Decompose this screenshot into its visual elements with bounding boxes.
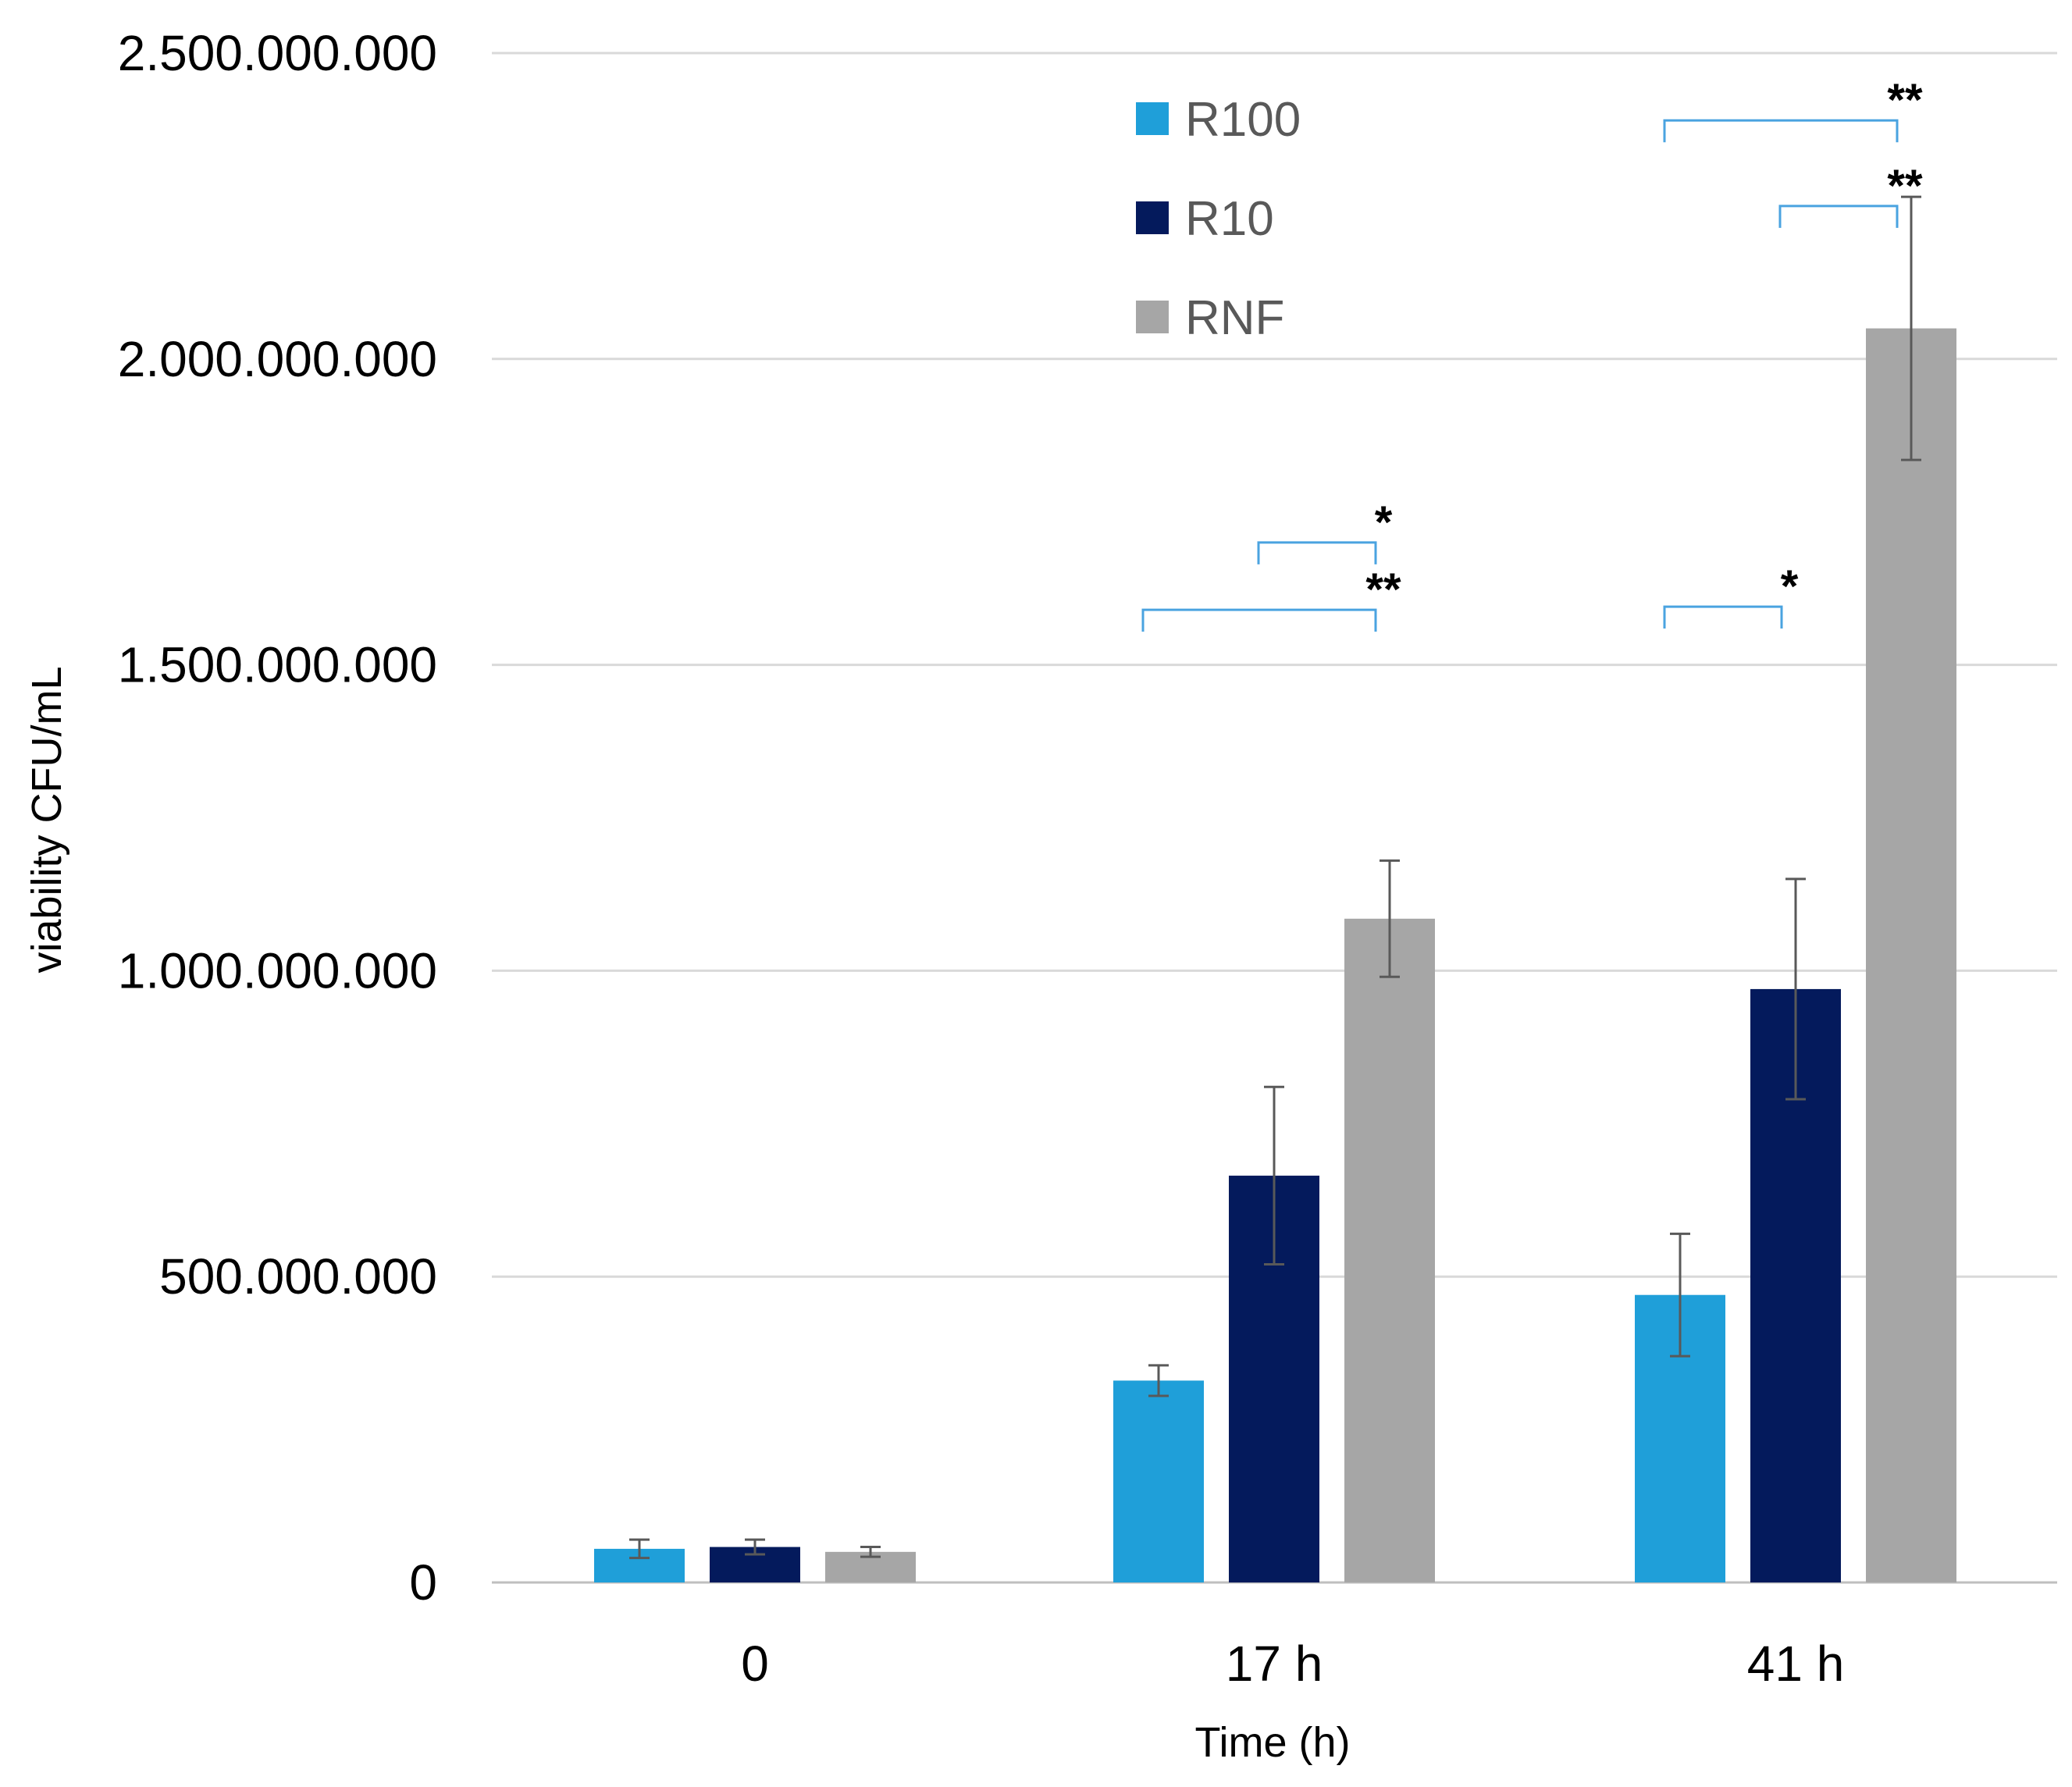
legend-label: RNF — [1185, 291, 1284, 345]
y-tick-label: 2.000.000.000 — [118, 331, 437, 387]
legend: R100 R10 RNF — [1136, 93, 1301, 345]
bar-rnf-1 — [1344, 918, 1435, 1582]
y-axis-tick-labels: 0 500.000.000 1.000.000.000 1.500.000.000 2.… — [118, 25, 437, 1611]
legend-swatch — [1136, 201, 1169, 234]
legend-swatch — [1136, 102, 1169, 135]
error-bar — [1785, 877, 1806, 1101]
x-tick-label: 41 h — [1747, 1636, 1845, 1692]
x-axis-title: Time (h) — [1195, 1719, 1351, 1766]
significance-bracket: * — [1257, 497, 1393, 564]
y-tick-label: 2.500.000.000 — [118, 25, 437, 81]
legend-item-r10: R10 — [1136, 192, 1274, 246]
x-tick-label: 17 h — [1226, 1636, 1323, 1692]
significance-label: ** — [1365, 564, 1401, 615]
error-bar — [1901, 195, 1921, 461]
error-bar — [745, 1538, 765, 1556]
x-axis-tick-labels: 0 17 h 41 h — [741, 1636, 1844, 1692]
error-bar — [1670, 1232, 1690, 1358]
significance-bracket: ** — [1141, 564, 1401, 632]
legend-label: R100 — [1185, 93, 1301, 147]
error-bar — [1264, 1085, 1284, 1266]
error-bars — [629, 195, 1921, 1560]
significance-bracket: * — [1663, 561, 1799, 629]
significance-label: ** — [1887, 161, 1923, 212]
significance-label: * — [1375, 497, 1393, 548]
bar-rnf-2 — [1866, 328, 1956, 1582]
legend-item-r100: R100 — [1136, 93, 1301, 147]
y-axis-title: viability CFU/mL — [23, 666, 70, 973]
bar-r100-1 — [1113, 1380, 1204, 1582]
significance-label: * — [1781, 561, 1799, 612]
error-bar — [1380, 859, 1400, 978]
significance-bracket: ** — [1663, 75, 1923, 143]
legend-item-rnf: RNF — [1136, 291, 1284, 345]
y-tick-label: 0 — [409, 1554, 437, 1611]
significance-bracket: ** — [1778, 161, 1923, 228]
error-bar — [860, 1546, 881, 1558]
y-tick-label: 1.000.000.000 — [118, 942, 437, 999]
y-tick-label: 1.500.000.000 — [118, 637, 437, 693]
significance-label: ** — [1887, 75, 1923, 126]
y-tick-label: 500.000.000 — [159, 1248, 437, 1305]
error-bar — [629, 1538, 650, 1560]
legend-swatch — [1136, 301, 1169, 333]
x-tick-label: 0 — [741, 1636, 769, 1692]
significance-brackets: ******** — [1141, 75, 1923, 632]
legend-label: R10 — [1185, 192, 1274, 246]
bars — [594, 328, 1956, 1582]
error-bar — [1148, 1364, 1169, 1397]
